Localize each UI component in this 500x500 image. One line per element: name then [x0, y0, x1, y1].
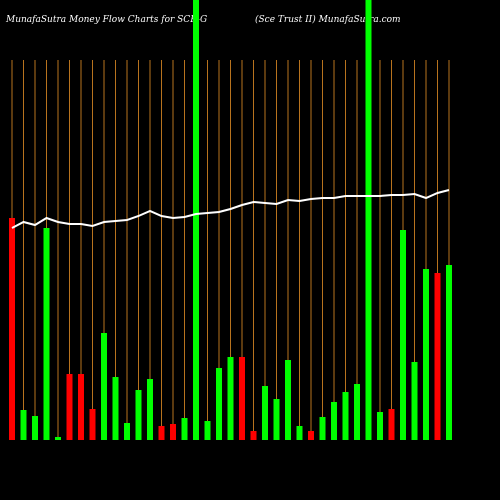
bar — [9, 218, 15, 440]
bar — [112, 377, 119, 440]
bar — [377, 412, 383, 440]
bar — [158, 426, 165, 440]
bar — [434, 273, 441, 440]
bar — [32, 416, 38, 440]
bar — [239, 357, 245, 440]
bar — [262, 386, 268, 440]
bar — [193, 0, 199, 440]
bar — [423, 269, 429, 440]
bar — [296, 426, 303, 440]
bar — [89, 409, 96, 440]
bar — [411, 362, 418, 440]
bar — [273, 399, 280, 440]
bar — [388, 409, 395, 440]
bar — [308, 431, 314, 440]
bar — [250, 431, 257, 440]
bar — [147, 379, 153, 440]
bar — [365, 0, 372, 440]
bar — [331, 402, 337, 440]
bar — [124, 423, 130, 440]
chart-subtitle: (Sce Trust II) MunafaSutra.com — [255, 14, 401, 25]
bar — [181, 418, 188, 440]
bar — [66, 374, 73, 440]
bar — [342, 392, 349, 440]
bar — [227, 357, 234, 440]
bar — [446, 265, 452, 440]
bar — [170, 424, 176, 440]
bar — [285, 360, 291, 440]
bar — [78, 374, 84, 440]
bar — [43, 228, 50, 440]
bar — [204, 421, 211, 440]
bar — [319, 417, 326, 440]
bar — [135, 390, 142, 440]
chart-title: MunafaSutra Money Flow Charts for SCE-G — [5, 15, 207, 25]
money-flow-line — [11, 189, 450, 229]
bar — [216, 368, 222, 440]
bar — [20, 410, 27, 440]
bar — [354, 384, 360, 440]
bar — [55, 437, 61, 440]
bar — [101, 333, 107, 440]
bar — [400, 230, 406, 440]
